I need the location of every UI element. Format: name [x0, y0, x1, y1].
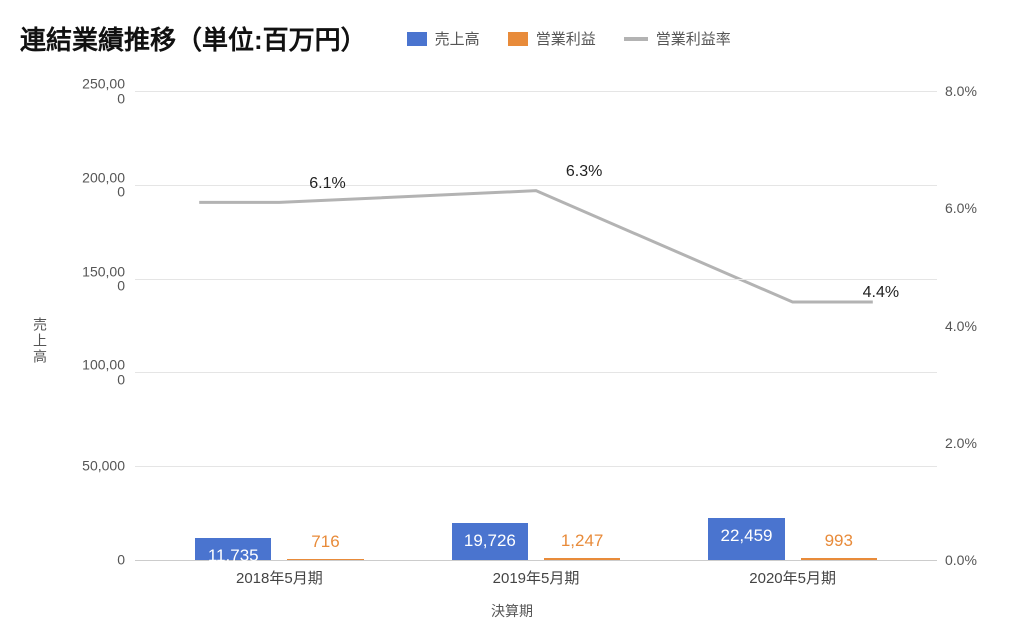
- bar-opprofit: [287, 559, 363, 560]
- y-left-tick-label: 0: [70, 553, 125, 568]
- line-opmargin-label: 4.4%: [863, 284, 899, 302]
- y-right-tick-label: 4.0%: [945, 318, 995, 334]
- grid-line: [135, 372, 937, 373]
- legend-label-opprofit: 営業利益: [536, 28, 596, 49]
- legend-swatch-opprofit: [508, 32, 528, 46]
- chart-container: 連結業績推移（単位:百万円） 売上高 営業利益 営業利益率 売上高 050,00…: [20, 20, 1004, 621]
- line-opmargin-label: 6.3%: [566, 163, 602, 181]
- legend-item-opprofit: 営業利益: [508, 28, 596, 49]
- legend-item-opmargin: 営業利益率: [624, 28, 731, 49]
- y-left-tick-label: 250,000: [70, 76, 125, 105]
- grid-line: [135, 91, 937, 92]
- bar-opprofit: [544, 558, 620, 560]
- category-label: 2018年5月期: [236, 567, 323, 588]
- y-right-tick-label: 6.0%: [945, 200, 995, 216]
- legend: 売上高 営業利益 営業利益率: [407, 28, 731, 49]
- grid-line: [135, 466, 937, 467]
- y-left-tick-label: 200,000: [70, 170, 125, 199]
- line-series-svg: [135, 91, 937, 560]
- chart-area: 売上高 050,000100,000150,000200,000250,0000…: [20, 61, 1004, 621]
- y-axis-left-title: 売上高: [30, 317, 50, 365]
- category-label: 2020年5月期: [749, 567, 836, 588]
- bar-opprofit-label: 1,247: [561, 531, 604, 551]
- y-right-tick-label: 8.0%: [945, 83, 995, 99]
- y-right-tick-label: 0.0%: [945, 552, 995, 568]
- bar-revenue-label: 22,459: [721, 526, 773, 546]
- plot-area: 050,000100,000150,000200,000250,0000.0%2…: [135, 91, 937, 561]
- bar-opprofit-label: 716: [311, 532, 339, 552]
- bar-opprofit: [801, 558, 877, 560]
- bar-revenue-label: 11,735: [208, 546, 259, 566]
- x-axis-title: 決算期: [491, 601, 533, 621]
- category-label: 2019年5月期: [493, 567, 580, 588]
- legend-swatch-revenue: [407, 32, 427, 46]
- legend-label-opmargin: 営業利益率: [656, 28, 731, 49]
- bar-opprofit-label: 993: [825, 531, 853, 551]
- y-left-tick-label: 50,000: [70, 459, 125, 474]
- bar-revenue-label: 19,726: [464, 531, 516, 551]
- chart-title: 連結業績推移（単位:百万円）: [20, 20, 367, 57]
- line-opmargin-label: 6.1%: [309, 175, 345, 193]
- grid-line: [135, 185, 937, 186]
- line-opmargin: [199, 191, 873, 302]
- legend-item-revenue: 売上高: [407, 28, 480, 49]
- grid-line: [135, 279, 937, 280]
- y-right-tick-label: 2.0%: [945, 435, 995, 451]
- legend-label-revenue: 売上高: [435, 28, 480, 49]
- y-left-tick-label: 100,000: [70, 358, 125, 387]
- chart-header: 連結業績推移（単位:百万円） 売上高 営業利益 営業利益率: [20, 20, 1004, 57]
- legend-swatch-opmargin: [624, 37, 648, 41]
- y-left-tick-label: 150,000: [70, 264, 125, 293]
